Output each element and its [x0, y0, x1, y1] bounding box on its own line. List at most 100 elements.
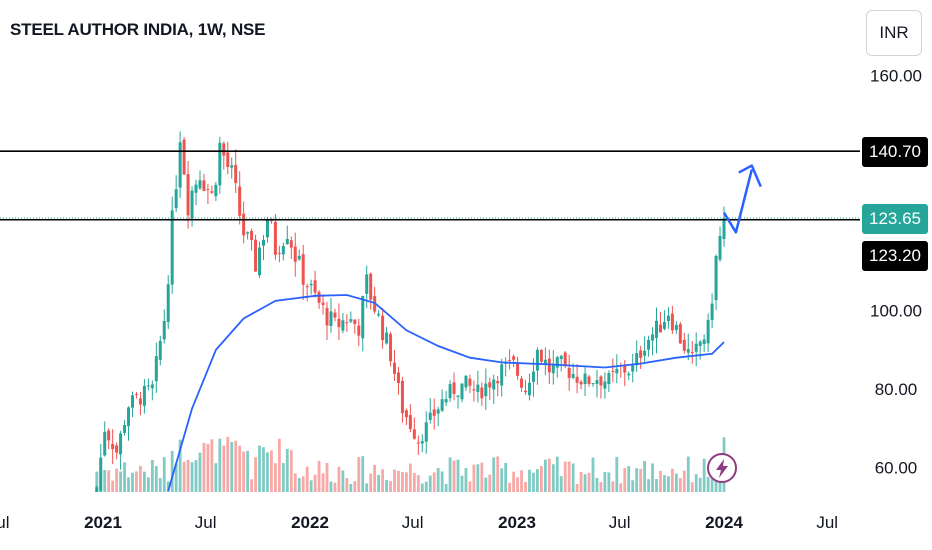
candle-body — [651, 334, 655, 341]
volume-bar — [651, 463, 654, 492]
candle-body — [158, 340, 162, 360]
candle-body — [309, 283, 313, 286]
volume-bar — [520, 470, 523, 492]
candle-body — [404, 410, 408, 418]
candle-body — [655, 320, 659, 339]
volume-bar — [369, 473, 373, 492]
volume-bar — [524, 482, 527, 492]
candle-body — [635, 353, 639, 366]
candle-body — [639, 350, 643, 358]
volume-bar — [504, 462, 508, 492]
volume-bar — [266, 452, 269, 492]
volume-bar — [289, 450, 293, 492]
candle-body — [265, 219, 269, 238]
candle-body — [643, 350, 647, 356]
volume-bar — [174, 463, 178, 492]
volume-bar — [674, 473, 678, 492]
volume-bar — [686, 456, 690, 492]
candle-body — [444, 399, 448, 403]
candle-body — [460, 383, 464, 400]
volume-bar — [178, 439, 182, 492]
candle-body — [551, 363, 555, 374]
candle-body — [321, 302, 325, 305]
volume-bar — [448, 457, 452, 492]
candle-body — [349, 319, 353, 322]
candle-body — [154, 356, 158, 382]
volume-bar — [385, 479, 388, 492]
volume-bar — [301, 476, 305, 492]
volume-bar — [262, 447, 265, 492]
candle-body — [662, 322, 666, 329]
volume-bar — [107, 470, 111, 492]
projection-arrow — [722, 164, 762, 234]
candle-body — [500, 364, 504, 386]
last-price-tag: 123.65 — [862, 204, 928, 234]
volume-bar — [547, 458, 551, 492]
candle-body — [468, 378, 472, 386]
volume-bar — [166, 481, 170, 492]
candle-body — [377, 313, 381, 316]
candle-body — [206, 189, 210, 191]
currency-button[interactable]: INR — [866, 10, 922, 56]
volume-bar — [599, 482, 603, 492]
volume-bar — [698, 477, 702, 492]
volume-bar — [440, 471, 444, 492]
volume-bar — [555, 456, 559, 492]
volume-bar — [206, 443, 210, 492]
volume-bar — [694, 474, 698, 492]
volume-bar — [670, 468, 674, 492]
candle-body — [682, 339, 686, 351]
volume-bar — [667, 476, 670, 492]
volume-bar — [119, 471, 122, 492]
volume-bar — [95, 471, 99, 492]
candle-body — [595, 380, 599, 384]
candle-body — [408, 415, 412, 429]
candle-body — [603, 381, 607, 389]
volume-bar — [607, 472, 611, 492]
candle-body — [690, 352, 694, 354]
volume-bar — [305, 466, 309, 492]
candle-body — [242, 213, 246, 236]
volume-bar — [567, 461, 571, 492]
volume-bar — [190, 462, 194, 492]
volume-bar — [611, 481, 615, 492]
volume-bar — [389, 481, 392, 492]
candle-body — [583, 373, 587, 384]
candle-body — [484, 383, 488, 397]
candle-body — [714, 255, 718, 301]
candle-body — [325, 307, 329, 326]
volume-bar — [103, 470, 107, 492]
volume-bar — [678, 478, 682, 492]
volume-bar — [293, 473, 297, 492]
candle-body — [186, 174, 190, 216]
candle-body — [400, 380, 404, 414]
volume-bar — [706, 477, 710, 492]
candle-body — [317, 292, 321, 303]
volume-bar — [123, 462, 126, 492]
candle-body — [412, 429, 416, 439]
y-tick-label: 160.00 — [870, 67, 922, 86]
volume-bar — [408, 463, 412, 492]
candle-body — [694, 343, 698, 352]
volume-bar — [615, 456, 619, 492]
candle-body — [222, 143, 226, 156]
volume-bar — [528, 469, 531, 492]
x-tick-label: Jul — [0, 513, 10, 532]
volume-bar — [281, 463, 285, 492]
candle-body — [261, 239, 265, 246]
candle-body — [647, 339, 651, 350]
candle-body — [424, 422, 428, 442]
volume-bar — [333, 482, 337, 492]
candle-body — [416, 442, 420, 444]
candle-body — [210, 191, 214, 193]
x-tick-label: 2024 — [705, 513, 743, 532]
candle-body — [472, 389, 476, 391]
candle-body — [389, 333, 393, 362]
volume-bar — [377, 474, 381, 492]
moving-average — [167, 294, 725, 492]
candle-body — [111, 443, 115, 450]
candle-body — [674, 325, 678, 330]
volume-bar — [452, 460, 456, 492]
alert-bolt-icon[interactable] — [707, 453, 737, 483]
